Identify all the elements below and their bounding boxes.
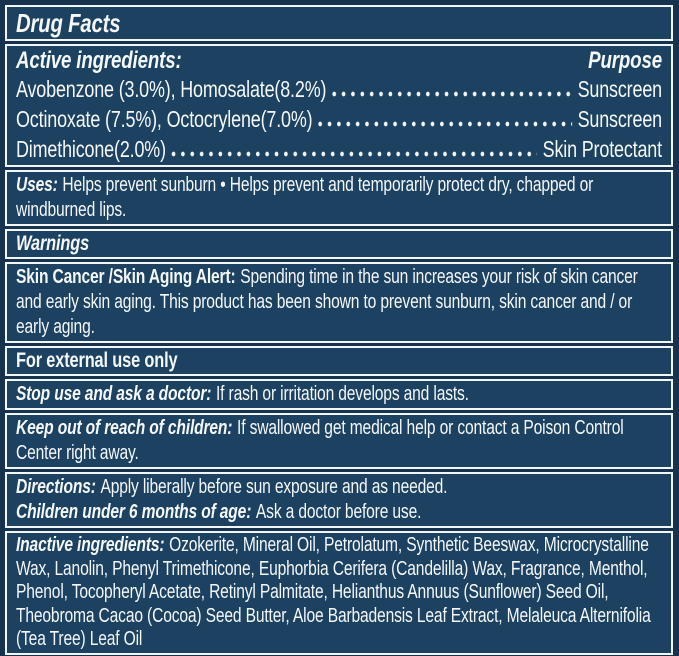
- purpose-heading: Purpose: [588, 47, 662, 74]
- children-paragraph: Children under 6 months of age: Ask a doc…: [16, 500, 662, 525]
- warnings-heading: Warnings: [16, 232, 90, 255]
- ingredient-name: Dimethicone(2.0%): [16, 136, 166, 162]
- ingredient-name: Octinoxate (7.5%), Octocrylene(7.0%): [16, 106, 313, 132]
- stop-use-label: Stop use and ask a doctor:: [16, 383, 212, 405]
- ingredient-purpose: Skin Protectant: [542, 136, 662, 162]
- children-text: Ask a doctor before use.: [255, 501, 422, 523]
- skin-cancer-alert-section: Skin Cancer /Skin Aging Alert: Spending t…: [5, 262, 673, 343]
- external-use-section: For external use only: [5, 346, 673, 376]
- dotted-leader: [331, 91, 573, 97]
- stop-use-section: Stop use and ask a doctor: If rash or irr…: [5, 379, 673, 410]
- ingredient-row: Avobenzone (3.0%), Homosalate(8.2%) Suns…: [16, 74, 662, 104]
- warnings-section: Warnings: [5, 229, 673, 259]
- ingredient-row: Octinoxate (7.5%), Octocrylene(7.0%) Sun…: [16, 104, 662, 134]
- uses-text: Helps prevent sunburn • Helps prevent an…: [16, 174, 594, 221]
- inactive-ingredients-label: Inactive ingredients:: [16, 534, 165, 556]
- directions-text: Apply liberally before sun exposure and …: [100, 476, 448, 498]
- uses-section: Uses: Helps prevent sunburn • Helps preve…: [5, 170, 673, 226]
- stop-use-paragraph: Stop use and ask a doctor: If rash or irr…: [16, 382, 662, 407]
- dotted-leader: [317, 121, 573, 127]
- title-box: Drug Facts: [5, 5, 673, 41]
- directions-label: Directions:: [16, 476, 96, 498]
- ingredient-purpose: Sunscreen: [577, 76, 663, 102]
- keep-out-label: Keep out of reach of children:: [16, 417, 233, 439]
- keep-out-paragraph: Keep out of reach of children: If swallow…: [16, 416, 662, 466]
- dotted-leader: [171, 151, 538, 157]
- inactive-ingredients-text: Ozokerite, Mineral Oil, Petrolatum, Synt…: [16, 534, 651, 650]
- drug-facts-title: Drug Facts: [16, 8, 121, 38]
- inactive-ingredients-paragraph: Inactive ingredients: Ozokerite, Mineral …: [16, 534, 662, 652]
- keep-out-of-reach-section: Keep out of reach of children: If swallow…: [5, 413, 673, 469]
- skin-cancer-alert-text: Spending time in the sun increases your …: [16, 266, 638, 338]
- ingredient-row: Dimethicone(2.0%) Skin Protectant: [16, 134, 662, 164]
- directions-section: Directions: Apply liberally before sun ex…: [5, 472, 673, 528]
- inactive-ingredients-section: Inactive ingredients: Ozokerite, Mineral …: [5, 531, 673, 655]
- stop-use-text: If rash or irritation develops and lasts…: [215, 383, 469, 405]
- keep-out-text: If swallowed get medical help or contact…: [16, 417, 624, 464]
- skin-cancer-alert-label: Skin Cancer /Skin Aging Alert:: [16, 266, 236, 288]
- uses-paragraph: Uses: Helps prevent sunburn • Helps preve…: [16, 173, 662, 223]
- skin-cancer-alert-paragraph: Skin Cancer /Skin Aging Alert: Spending t…: [16, 265, 662, 340]
- directions-paragraph: Directions: Apply liberally before sun ex…: [16, 475, 662, 500]
- external-use-text: For external use only: [16, 349, 178, 372]
- ingredient-purpose: Sunscreen: [577, 106, 663, 132]
- ingredient-name: Avobenzone (3.0%), Homosalate(8.2%): [16, 76, 327, 102]
- active-ingredients-section: Active ingredients: Purpose Avobenzone (…: [5, 44, 673, 167]
- children-label: Children under 6 months of age:: [16, 501, 252, 523]
- uses-label: Uses:: [16, 174, 58, 196]
- active-ingredients-heading: Active ingredients:: [16, 47, 182, 74]
- active-ingredients-header-row: Active ingredients: Purpose: [16, 47, 662, 74]
